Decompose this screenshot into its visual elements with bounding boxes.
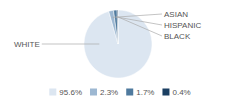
chart: WHITE ASIAN HISPANIC BLACK 95.6% 2.3% 1.7% 0.4% [0,0,240,100]
legend-label: 95.6% [59,88,82,97]
annotation-label: BLACK [164,32,191,41]
legend-label: 1.7% [136,88,154,97]
legend-swatch [126,89,133,96]
leader-line [116,17,162,25]
legend-label: 0.4% [172,88,190,97]
legend-item: 2.3% [90,88,118,97]
annotation-label: ASIAN [164,10,188,19]
annotation-label: HISPANIC [164,21,201,30]
legend-item: 0.4% [162,88,190,97]
slice [109,10,118,44]
slice [117,10,119,44]
leader-line [118,17,162,36]
slice [114,10,118,44]
legend-swatch [90,89,97,96]
legend: 95.6% 2.3% 1.7% 0.4% [49,88,190,97]
leader-line [112,14,162,17]
legend-item: 95.6% [49,88,82,97]
legend-swatch [49,89,56,96]
legend-item: 1.7% [126,88,154,97]
annotation-label: WHITE [14,40,40,49]
legend-label: 2.3% [100,88,118,97]
annotations: WHITE ASIAN HISPANIC BLACK [14,10,201,49]
leader-line [42,44,100,45]
legend-swatch [162,89,169,96]
